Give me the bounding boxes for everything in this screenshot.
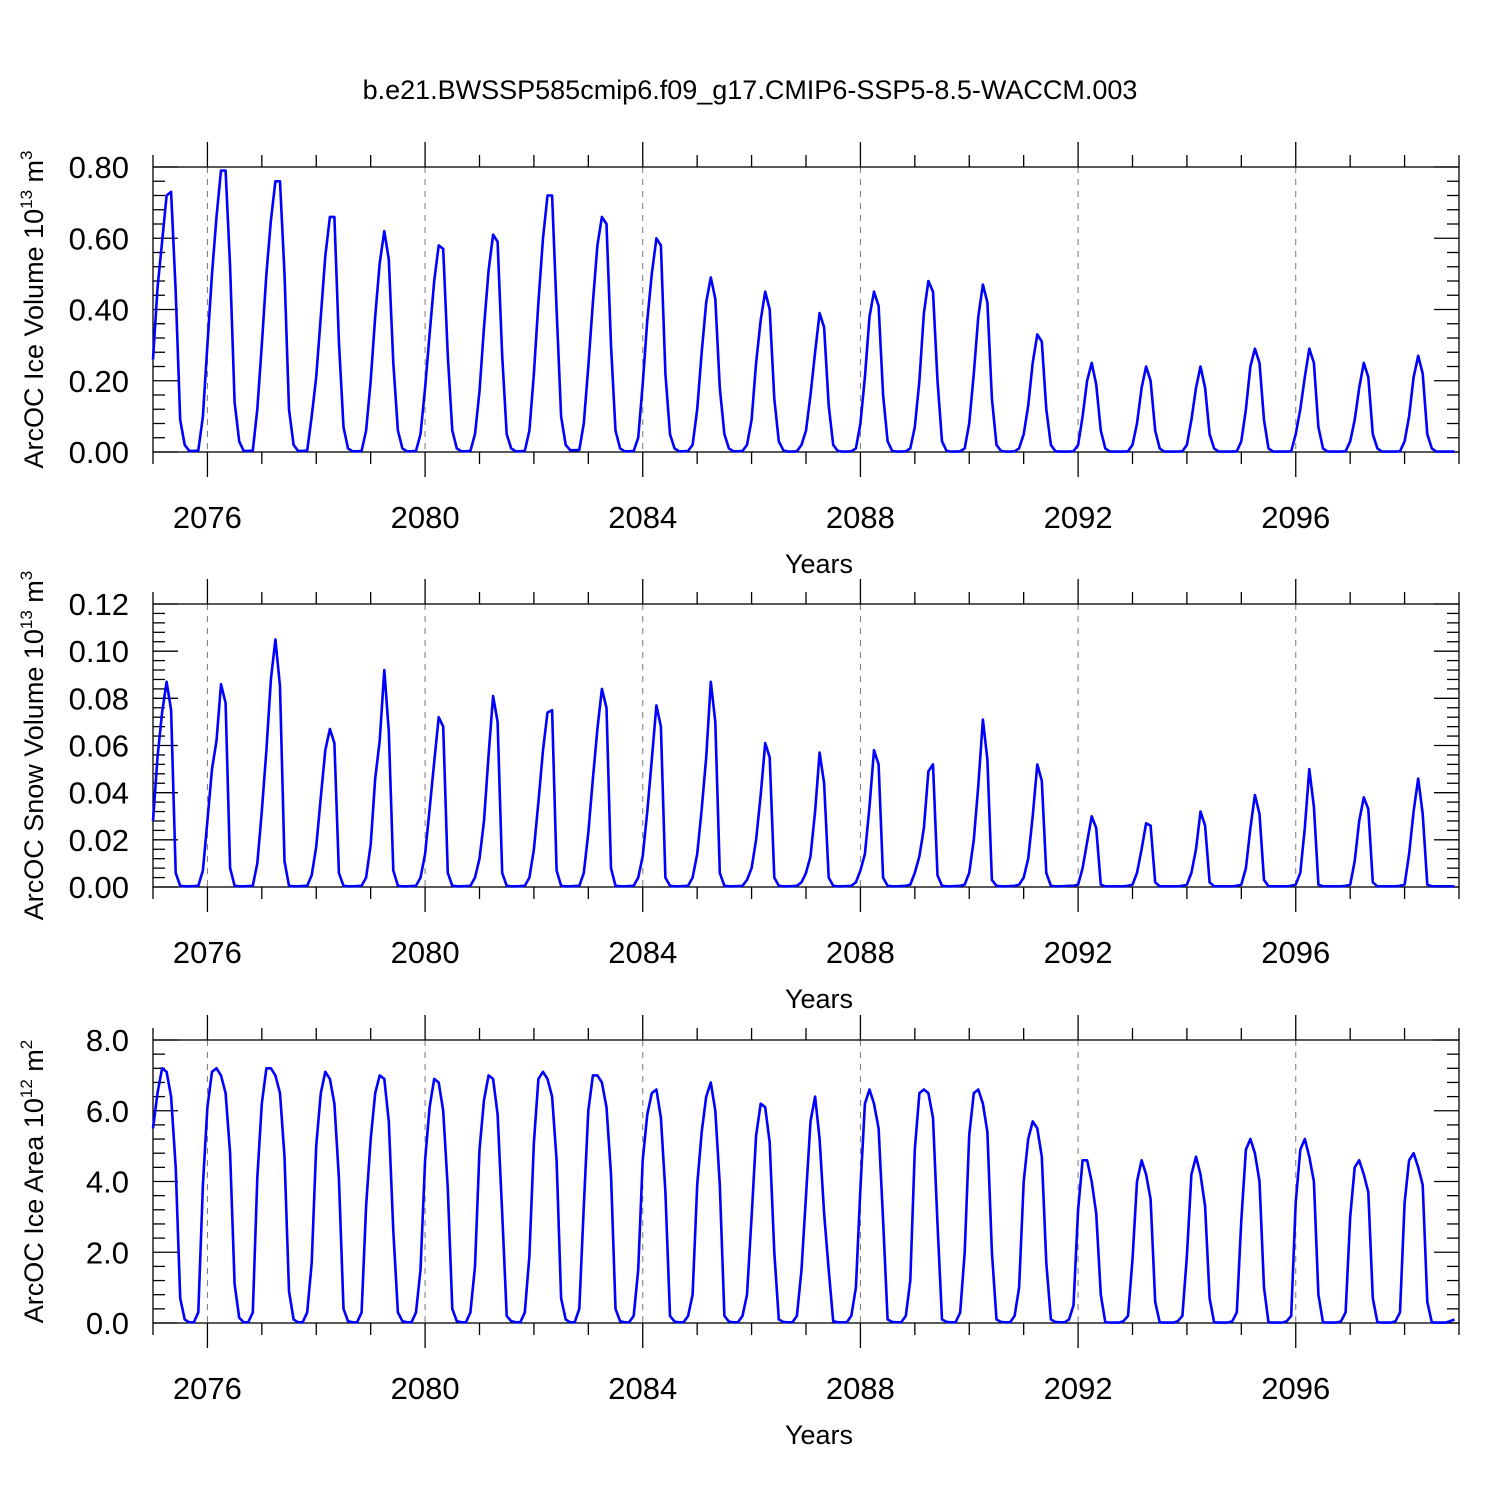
y-tick-label: 0.12 <box>69 587 129 622</box>
x-tick-label: 2088 <box>826 500 895 535</box>
x-tick-label: 2084 <box>608 1371 677 1406</box>
y-tick-label: 0.20 <box>69 364 129 399</box>
panels: 2076 2080 2084 2088 2092 2096 0.00 0.20 0.40 0.60… <box>17 142 1460 1450</box>
y-tick-label: 0.80 <box>69 150 129 185</box>
figure-title: b.e21.BWSSP585cmip6.f09_g17.CMIP6-SSP5-8… <box>363 75 1138 105</box>
y-tick-label: 2.0 <box>86 1235 129 1270</box>
x-tick-label: 2096 <box>1261 935 1330 970</box>
chart-panel-3: 2076 2080 2084 2088 2092 2096 0.0 2.0 4.0 6.0 8.0 Y… <box>17 1015 1460 1450</box>
y-axis-label: ArcOC Ice Area 1012 m2 <box>17 1040 49 1324</box>
series-line <box>151 638 1455 888</box>
x-tick-label: 2092 <box>1044 500 1113 535</box>
x-axis-label: Years <box>785 1420 853 1450</box>
x-tick-label: 2084 <box>608 500 677 535</box>
y-tick-label: 0.60 <box>69 221 129 256</box>
x-tick-label: 2084 <box>608 935 677 970</box>
y-tick-label: 0.04 <box>69 776 129 811</box>
y-tick-label: 0.06 <box>69 729 129 764</box>
y-tick-label: 0.0 <box>86 1306 129 1341</box>
y-axis-label: ArcOC Ice Volume 1013 m3 <box>17 150 49 468</box>
x-tick-label: 2080 <box>391 935 460 970</box>
y-tick-label: 0.00 <box>69 870 129 905</box>
y-tick-label: 0.02 <box>69 823 129 858</box>
y-tick-label: 0.00 <box>69 435 129 470</box>
y-tick-label: 6.0 <box>86 1094 129 1129</box>
x-tick-label: 2096 <box>1261 500 1330 535</box>
x-tick-label: 2080 <box>391 1371 460 1406</box>
series-line <box>151 169 1455 453</box>
y-tick-label: 0.10 <box>69 634 129 669</box>
chart-panel-1: 2076 2080 2084 2088 2092 2096 0.00 0.20 0.40 0.60… <box>17 142 1460 579</box>
y-axis-label: ArcOC Snow Volume 1013 m3 <box>17 571 49 921</box>
x-tick-label: 2076 <box>173 500 242 535</box>
plot-frame <box>152 603 1460 888</box>
y-tick-label: 4.0 <box>86 1165 129 1200</box>
x-tick-label: 2088 <box>826 935 895 970</box>
series-line <box>151 1067 1455 1324</box>
x-tick-label: 2076 <box>173 935 242 970</box>
x-tick-label: 2076 <box>173 1371 242 1406</box>
x-tick-label: 2092 <box>1044 1371 1113 1406</box>
chart-panel-2: 2076 2080 2084 2088 2092 2096 0.00 0.02 0.04 0.06… <box>17 571 1460 1014</box>
x-tick-label: 2096 <box>1261 1371 1330 1406</box>
x-axis-label: Years <box>785 984 853 1014</box>
x-tick-label: 2092 <box>1044 935 1113 970</box>
x-axis-label: Years <box>785 549 853 579</box>
y-tick-label: 0.08 <box>69 681 129 716</box>
x-tick-label: 2080 <box>391 500 460 535</box>
y-tick-label: 8.0 <box>86 1023 129 1058</box>
x-tick-label: 2088 <box>826 1371 895 1406</box>
y-tick-label: 0.40 <box>69 293 129 328</box>
